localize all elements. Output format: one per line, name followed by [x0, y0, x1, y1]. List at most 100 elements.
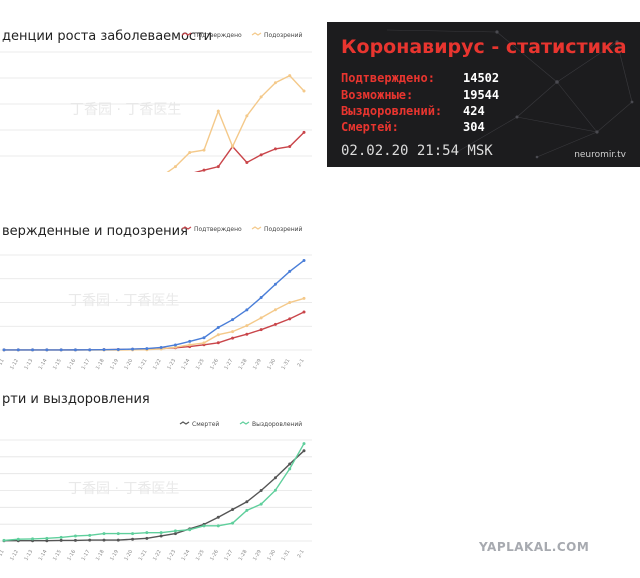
x-tick-label: 1-29	[252, 549, 263, 562]
series-line	[4, 259, 305, 351]
legend-label: Выздоровлений	[252, 421, 302, 428]
x-tick-label: 1-11	[0, 358, 6, 371]
data-point	[216, 325, 220, 329]
data-point	[216, 341, 220, 345]
data-point	[216, 109, 220, 113]
x-tick-label: 1-12	[9, 549, 20, 562]
data-point	[302, 449, 306, 453]
x-tick-label: 1-14	[38, 549, 49, 562]
x-tick-label: 1-24	[181, 549, 192, 562]
x-tick-label: 1-26	[209, 358, 220, 371]
stat-label: Выздоровлений:	[341, 104, 443, 118]
data-point	[259, 296, 263, 300]
x-tick-label: 1-27	[223, 549, 234, 562]
data-point	[288, 462, 292, 466]
x-tick-label: 2-1	[296, 358, 305, 368]
data-point	[188, 339, 192, 343]
legend-label: Подтверждено	[194, 32, 242, 39]
x-tick-label: 1-16	[66, 549, 77, 562]
legend-label: Подтверждено	[194, 226, 242, 233]
data-point	[159, 531, 163, 535]
data-point	[288, 317, 292, 321]
data-point	[273, 147, 277, 151]
x-tick-label: 1-15	[52, 358, 63, 371]
data-point	[245, 114, 249, 118]
confirmed-suspected-chart-svg: вержденные и подозрения Подтверждено Подо…	[0, 224, 312, 371]
data-point	[273, 488, 277, 492]
data-point	[245, 508, 249, 512]
x-tick-label: 1-30	[266, 358, 277, 371]
data-point	[231, 508, 235, 512]
data-point	[45, 348, 49, 352]
stat-value: 304	[463, 120, 485, 134]
data-point	[88, 538, 92, 542]
data-point	[288, 467, 292, 471]
legend-marker	[181, 32, 192, 36]
x-tick-label: 1-15	[52, 549, 63, 562]
x-tick-label: 1-25	[195, 358, 206, 371]
legend-label: Смертей	[192, 421, 219, 428]
x-tick-label: 1-31	[281, 358, 292, 371]
data-point	[245, 324, 249, 328]
data-point	[273, 282, 277, 286]
data-point	[259, 489, 263, 492]
stats-panel: Коронавирус - статистика Подтверждено: 14…	[327, 22, 640, 167]
data-point	[231, 145, 235, 149]
data-point	[173, 532, 177, 536]
data-point	[102, 532, 106, 536]
stat-row-deaths: Смертей: 304	[341, 120, 485, 134]
legend-label: Подозрений	[264, 226, 303, 233]
x-tick-label: 1-22	[152, 549, 163, 562]
data-point	[116, 538, 120, 542]
x-tick-label: 1-19	[109, 549, 120, 562]
data-point	[188, 528, 192, 532]
x-tick-label: 1-13	[23, 358, 34, 371]
data-point	[145, 531, 149, 535]
data-point	[245, 161, 249, 164]
x-tick-label: 1-18	[95, 549, 106, 562]
data-point	[73, 538, 77, 542]
x-tick-label: 1-27	[223, 358, 234, 371]
data-point	[88, 348, 92, 352]
data-point	[259, 502, 263, 506]
data-point	[259, 316, 263, 320]
data-point	[159, 345, 163, 349]
data-point	[202, 168, 206, 172]
x-tick-label: 1-25	[195, 549, 206, 562]
chart-watermark: 丁香园 · 丁香医生	[68, 293, 179, 309]
data-point	[131, 537, 135, 541]
stat-value: 424	[463, 104, 485, 118]
data-point	[288, 301, 292, 305]
data-point	[216, 524, 220, 528]
data-point	[59, 348, 63, 352]
data-point	[88, 533, 92, 537]
data-point	[188, 150, 192, 154]
data-point	[173, 165, 177, 169]
data-point	[116, 347, 120, 351]
x-tick-label: 1-18	[95, 358, 106, 371]
stat-row-possible: Возможные: 19544	[341, 88, 499, 102]
data-point	[273, 81, 277, 85]
data-point	[59, 538, 63, 542]
x-tick-label: 1-26	[209, 549, 220, 562]
legend-marker	[239, 421, 250, 425]
x-tick-label: 1-23	[166, 358, 177, 371]
x-tick-label: 1-29	[252, 358, 263, 371]
x-tick-label: 1-11	[0, 549, 6, 562]
confirmed-suspected-chart: вержденные и подозрения Подтверждено Подо…	[0, 217, 320, 377]
data-point	[231, 521, 235, 525]
data-point	[16, 348, 20, 352]
data-point	[259, 153, 263, 157]
data-point	[245, 332, 249, 336]
legend-marker	[251, 226, 262, 230]
deaths-recoveries-chart-svg: рти и выздоровления Смертей Выздоровлений…	[0, 392, 312, 562]
data-point	[231, 330, 235, 334]
data-point	[288, 145, 292, 149]
series-line	[4, 311, 305, 351]
deaths-recoveries-chart: рти и выздоровления Смертей Выздоровлений…	[0, 385, 320, 578]
data-point	[131, 347, 135, 351]
network-background-graphic	[386, 29, 634, 159]
data-point	[231, 318, 235, 322]
x-tick-label: 1-30	[266, 549, 277, 562]
data-point	[273, 322, 277, 326]
